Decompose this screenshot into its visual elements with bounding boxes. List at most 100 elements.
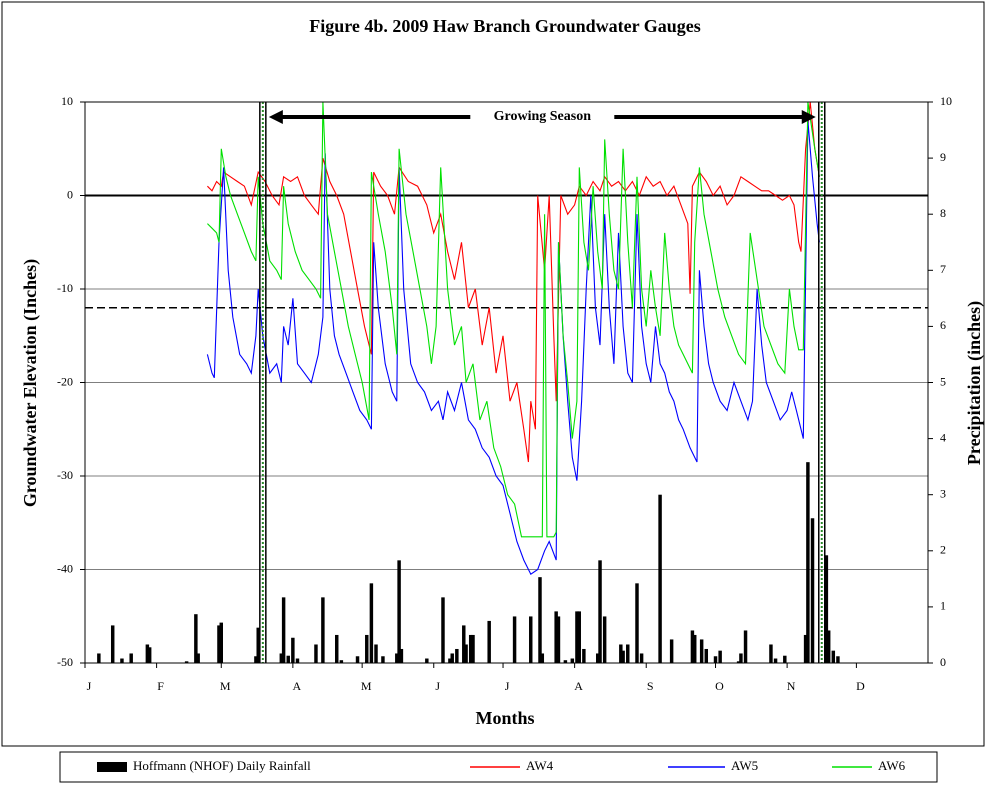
legend-label: Hoffmann (NHOF) Daily Rainfall [133,758,311,773]
rain-bar [110,625,115,663]
y2-tick-label: 1 [940,599,946,613]
y-tick-label: -30 [57,468,73,482]
rain-bar [538,577,542,663]
rain-bar [635,583,639,663]
rain-bar [602,616,607,663]
rain-bar [468,634,473,663]
rain-bar [217,625,221,663]
rain-bar [381,656,385,663]
x-tick-label: F [157,679,164,693]
rain-bar [769,644,773,663]
legend-label: AW5 [731,758,758,773]
rain-bar [462,625,466,663]
rain-bar [471,634,475,663]
rain-bar [335,634,339,663]
rain-bar [658,494,662,663]
rain-bar [626,644,630,663]
rain-bar [279,653,284,663]
chart-title: Figure 4b. 2009 Haw Branch Groundwater G… [309,16,701,36]
x-tick-label: M [361,679,372,693]
rain-bar [219,622,223,663]
arrow-head [268,110,283,124]
series-line [207,102,820,538]
rain-bar [399,648,404,663]
x-tick-label: J [505,679,510,693]
y2-tick-label: 0 [940,655,946,669]
rain-bar [397,560,401,663]
rain-bar [556,616,561,663]
rain-bar [374,644,378,663]
rain-bar [321,597,325,663]
rain-bar [286,655,290,663]
y-tick-label: 10 [61,94,73,108]
rain-bar [595,653,600,663]
plot-border [84,101,929,664]
rain-bar [196,653,200,663]
rain-bar [577,611,581,663]
rain-bar [512,616,517,663]
y2-tick-label: 3 [940,486,946,500]
y2-tick-label: 9 [940,150,946,164]
rain-bar [824,555,829,663]
y-tick-label: -50 [57,655,73,669]
y2-axis-title: Precipitation (inches) [964,301,985,465]
rain-bar [621,650,625,663]
rain-bar [739,653,743,663]
rain-bar [369,583,374,663]
rain-bar [487,620,491,663]
rain-bar [619,644,623,663]
rain-bar [129,653,133,663]
series-line [207,102,820,463]
rain-bar [598,560,602,663]
rain-bar [810,518,815,663]
rain-bar [281,597,286,663]
plot-layer: -50 -40 -30 -20 -10 0 10 0 1 2 3 4 5 6 7 8 9 10 J F M A M J J A S O… [57,94,952,693]
x-tick-label: A [574,679,583,693]
y2-tick-label: 2 [940,543,946,557]
rain-bar [425,658,429,663]
rain-bar [743,630,748,663]
y2-tick-label: 5 [940,374,946,388]
rain-bar [120,658,124,663]
rain-bar [365,634,369,663]
rain-bar [826,630,831,663]
y2-tick-label: 7 [940,262,946,276]
y-tick-label: 0 [67,187,73,201]
rain-bar [836,656,840,663]
rain-bar [355,656,360,663]
rain-bar [395,653,399,663]
y-axis-title: Groundwater Elevation (Inches) [20,259,41,507]
rain-bar [582,648,586,663]
rain-bar [806,462,810,663]
y-tick-label: -10 [57,281,73,295]
annotation-bg [470,107,615,127]
x-tick-label: M [220,679,231,693]
y2-tick-label: 4 [940,430,946,444]
rain-bar [464,644,468,663]
rain-bar [455,648,459,663]
rain-bar [450,653,454,663]
legend-label: AW4 [526,758,554,773]
rain-bar [575,611,579,663]
x-tick-label: O [715,679,724,693]
y2-tick-label: 8 [940,206,946,220]
rain-bar [441,597,445,663]
y2-tick-label: 10 [940,94,952,108]
rain-bar [295,658,300,663]
annotation: Growing Season [494,109,592,124]
y2-tick-label: 6 [940,318,946,332]
rain-bar [736,661,741,663]
rain-bar [803,634,808,663]
rain-bar [256,627,260,663]
rain-bar [339,660,344,663]
rain-bar [639,653,644,663]
x-tick-label: S [647,679,654,693]
y-tick-label: -40 [57,561,73,575]
rain-bar [145,644,150,663]
rain-bar [773,658,778,663]
legend: Hoffmann (NHOF) Daily Rainfall AW4 AW5 AW6 [97,758,906,773]
rain-bar [540,653,545,663]
rain-bar [529,616,533,663]
legend-swatch [97,762,127,772]
